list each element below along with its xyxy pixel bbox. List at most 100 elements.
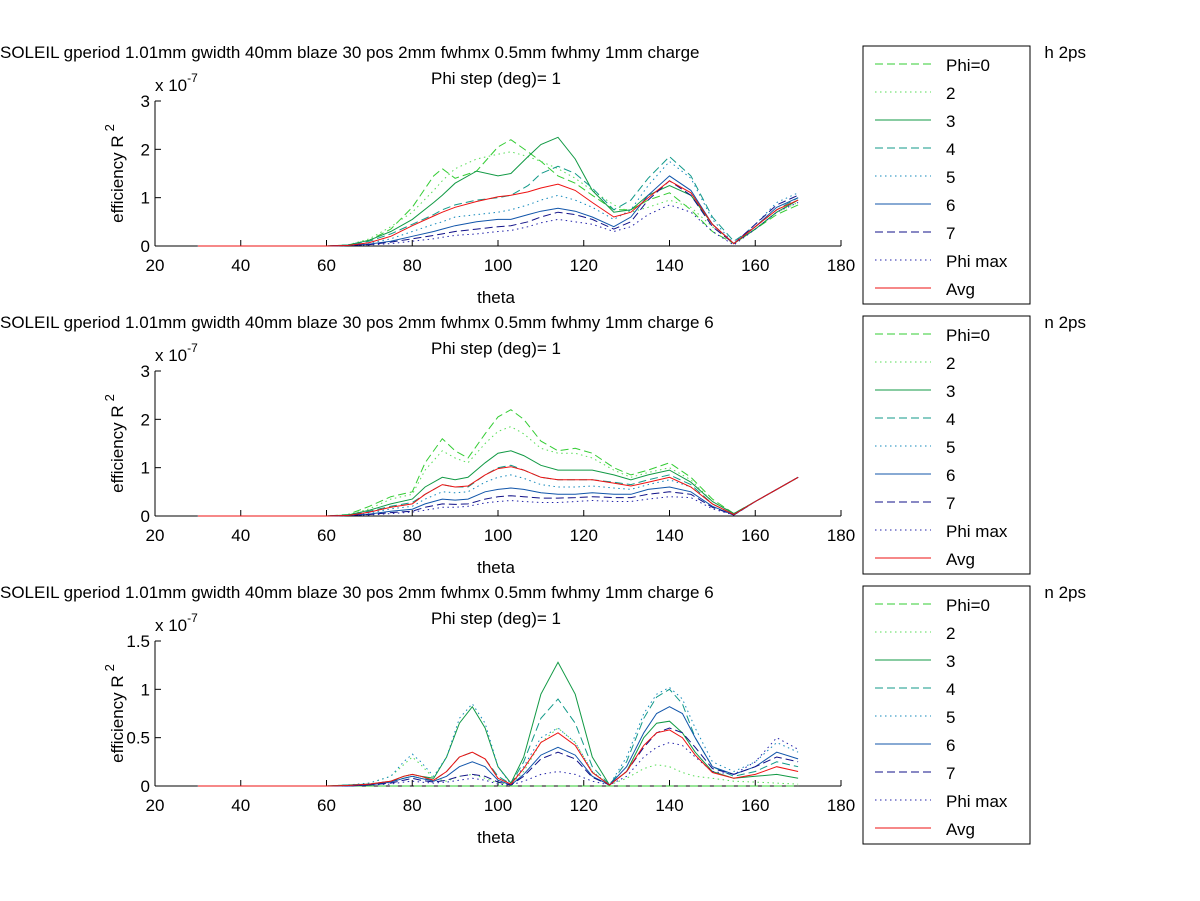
y-axis-label-text: efficiency R: [108, 135, 127, 223]
chart-subtitle: Phi step (deg)= 1: [431, 69, 561, 88]
legend-label: 3: [946, 112, 955, 131]
x-tick-label: 160: [741, 256, 769, 275]
legend-label: 6: [946, 196, 955, 215]
x-tick-label: 140: [655, 526, 683, 545]
series-line-avg: [197, 466, 799, 517]
x-tick-label: 80: [403, 256, 422, 275]
exponent-power: -7: [187, 611, 198, 625]
series-line-phi-0: [197, 409, 799, 517]
y-tick-label: 2: [141, 410, 150, 429]
series-line-5: [197, 474, 799, 517]
series-line-avg: [197, 180, 799, 247]
y-axis-label: efficiency R 2: [102, 394, 127, 493]
x-tick-label: 100: [484, 796, 512, 815]
legend-label: 4: [946, 410, 955, 429]
y-tick-label: 3: [141, 362, 150, 381]
legend-label: 5: [946, 708, 955, 727]
series-line-7: [197, 476, 799, 517]
legend-label: 7: [946, 494, 955, 513]
x-tick-label: 60: [317, 526, 336, 545]
y-axis-label-sup: 2: [102, 394, 117, 401]
legend-label: 6: [946, 466, 955, 485]
series-line-phi-max: [197, 202, 799, 247]
y-axis-label: efficiency R 2: [102, 664, 127, 763]
x-tick-label: 180: [827, 526, 855, 545]
legend-label: Phi max: [946, 792, 1008, 811]
x-tick-label: 120: [570, 526, 598, 545]
chart-subtitle: Phi step (deg)= 1: [431, 339, 561, 358]
exponent-base: x 10: [155, 616, 187, 635]
legend-box: [862, 585, 1031, 845]
x-tick-label: 60: [317, 256, 336, 275]
series-line-avg: [197, 729, 799, 787]
legend-label: 7: [946, 764, 955, 783]
series-line-5: [197, 686, 799, 787]
y-tick-label: 0: [141, 507, 150, 526]
chart-subtitle: Phi step (deg)= 1: [431, 609, 561, 628]
series-line-4: [197, 688, 799, 787]
x-tick-label: 100: [484, 526, 512, 545]
legend-label: Phi max: [946, 252, 1008, 271]
x-tick-label: 180: [827, 256, 855, 275]
legend-label: 6: [946, 736, 955, 755]
subplot-3: 20 40 60 80 100 120 140 160 180 0 0.5 1 1.5 x 10-7 eff…: [0, 583, 1086, 847]
chart-title-tail: h 2ps: [1044, 43, 1086, 62]
chart-title-tail: n 2ps: [1044, 313, 1086, 332]
series-line-4: [197, 464, 799, 517]
legend-box: [862, 45, 1031, 305]
series-line-3: [197, 136, 799, 247]
y-tick-label: 0: [141, 237, 150, 256]
legend-label: 5: [946, 438, 955, 457]
y-tick-label: 0: [141, 777, 150, 796]
legend-label: 2: [946, 84, 955, 103]
exponent-label: x 10-7: [155, 71, 198, 95]
series-line-6: [197, 175, 799, 247]
legend-label: 3: [946, 382, 955, 401]
y-tick-label: 1: [141, 189, 150, 208]
y-tick-label: 1: [141, 680, 150, 699]
x-tick-label: 80: [403, 796, 422, 815]
x-tick-label: 60: [317, 796, 336, 815]
legend-label: Phi max: [946, 522, 1008, 541]
x-tick-label: 120: [570, 256, 598, 275]
y-axis-label-sup: 2: [102, 664, 117, 671]
x-axis-label: theta: [477, 558, 515, 577]
legend: Phi=0 2 3 4 5 6 7 Phi max Avg: [862, 45, 1031, 305]
series-line-2: [197, 426, 799, 517]
exponent-power: -7: [187, 71, 198, 85]
y-axis-label: efficiency R 2: [102, 124, 127, 223]
y-tick-label: 1.5: [126, 632, 150, 651]
series-line-6: [197, 706, 799, 787]
y-axis-label-text: efficiency R: [108, 405, 127, 493]
legend-label: Phi=0: [946, 596, 990, 615]
y-tick-label: 0.5: [126, 729, 150, 748]
series-line-3: [197, 450, 799, 517]
x-tick-label: 180: [827, 796, 855, 815]
y-axis-label-sup: 2: [102, 124, 117, 131]
series-line-6: [197, 476, 799, 517]
chart-title: SOLEIL gperiod 1.01mm gwidth 40mm blaze …: [0, 583, 714, 602]
legend-label: 4: [946, 680, 955, 699]
legend-label: Phi=0: [946, 56, 990, 75]
exponent-base: x 10: [155, 76, 187, 95]
exponent-base: x 10: [155, 346, 187, 365]
series-line-7: [197, 180, 799, 247]
legend-label: 4: [946, 140, 955, 159]
x-axis-label: theta: [477, 288, 515, 307]
x-tick-label: 100: [484, 256, 512, 275]
x-tick-label: 40: [231, 526, 250, 545]
legend-label: 3: [946, 652, 955, 671]
series-line-7: [197, 727, 799, 787]
y-tick-label: 3: [141, 92, 150, 111]
series-line-phi-0: [197, 139, 799, 247]
subplot-1: 20 40 60 80 100 120 140 160 180 0 1 2 3 x 10-7 efficie…: [0, 43, 1086, 307]
series-line-2: [197, 151, 799, 247]
legend-label: 2: [946, 354, 955, 373]
series-line-4: [197, 155, 799, 247]
series-line-5: [197, 160, 799, 247]
x-tick-label: 80: [403, 526, 422, 545]
legend-label: Avg: [946, 550, 975, 569]
legend: Phi=0 2 3 4 5 6 7 Phi max Avg: [862, 315, 1031, 575]
x-tick-label: 20: [146, 796, 165, 815]
chart-title: SOLEIL gperiod 1.01mm gwidth 40mm blaze …: [0, 313, 714, 332]
